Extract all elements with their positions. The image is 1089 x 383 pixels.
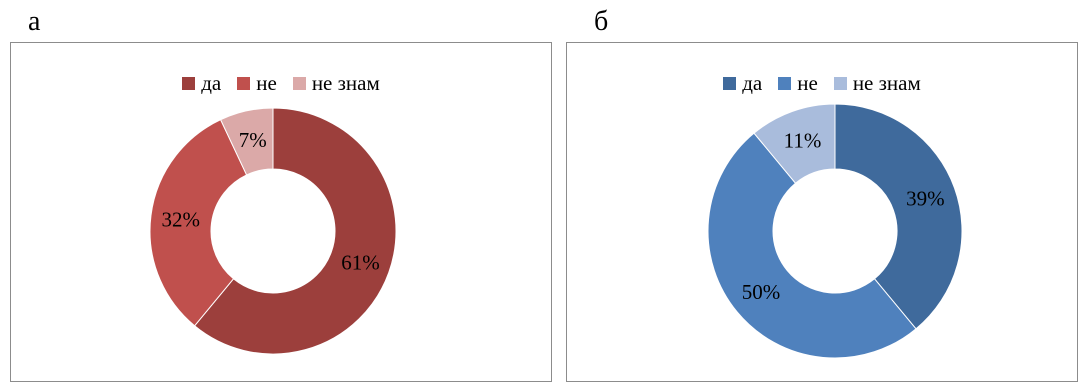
donut-slice-да	[193, 107, 397, 355]
legend-swatch	[237, 77, 251, 90]
legend-swatch	[723, 77, 737, 90]
legend-item-da: да	[182, 71, 221, 96]
donut-slice-не	[149, 119, 248, 327]
donut-slice-не	[707, 132, 917, 359]
donut-chart-b: да не не знам 39% 50% 11%	[566, 42, 1078, 382]
panel-letter-a: а	[28, 6, 41, 37]
legend-swatch	[292, 77, 306, 90]
donut-slice-да	[834, 103, 963, 330]
legend-label: не знам	[311, 71, 380, 95]
data-label-да: 39%	[906, 186, 945, 210]
legend-item-ne: не	[237, 71, 277, 96]
donut-plot: 61% 32% 7%	[149, 107, 397, 355]
donut-plot: 39% 50% 11%	[707, 103, 963, 359]
donut-slice-не-знам	[219, 107, 274, 176]
legend: да не не знам	[11, 71, 551, 96]
panel-letter-b: б	[594, 6, 609, 37]
legend-item-ne-znam: не знам	[833, 71, 921, 96]
legend: да не не знам	[567, 71, 1077, 96]
legend-item-ne: не	[778, 71, 818, 96]
legend-label: да	[201, 71, 222, 95]
legend-label: не знам	[852, 71, 921, 95]
legend-swatch	[182, 77, 196, 90]
legend-label: не	[256, 71, 277, 95]
data-label-не: 32%	[161, 207, 200, 231]
legend-swatch	[833, 77, 847, 90]
data-label-не: 50%	[742, 280, 781, 304]
data-label-да: 61%	[341, 251, 380, 275]
data-label-не-знам: 11%	[784, 129, 822, 153]
data-label-не-знам: 7%	[239, 128, 267, 152]
donut-chart-a: да не не знам 61% 32% 7%	[10, 42, 552, 382]
legend-label: да	[742, 71, 763, 95]
donut-slice-не-знам	[753, 103, 836, 184]
legend-label: не	[797, 71, 818, 95]
legend-item-ne-znam: не знам	[292, 71, 380, 96]
legend-item-da: да	[723, 71, 762, 96]
legend-swatch	[778, 77, 792, 90]
